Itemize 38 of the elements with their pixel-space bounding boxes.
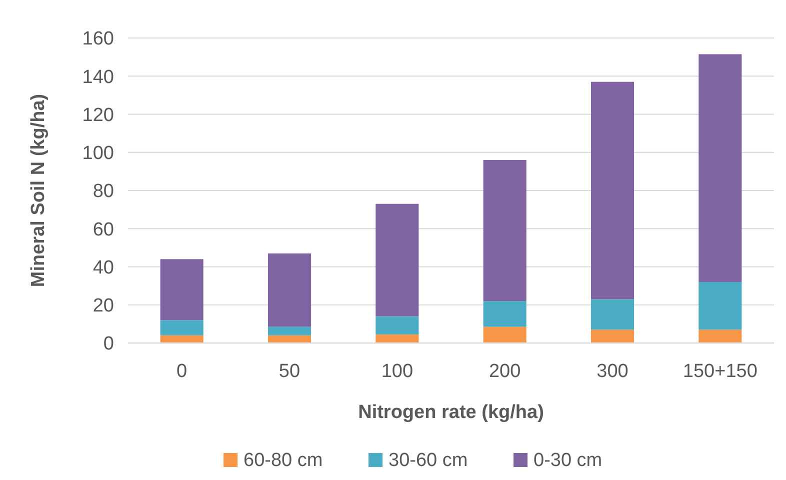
x-tick-label: 0: [176, 361, 188, 382]
y-tick-label: 100: [82, 143, 114, 164]
x-tick-label: 50: [278, 361, 300, 382]
bar: [483, 301, 526, 327]
y-tick-label: 80: [92, 181, 114, 202]
y-tick-label: 60: [92, 219, 114, 240]
y-tick-label: 140: [82, 66, 114, 88]
y-axis-title: Mineral Soil N (kg/ha): [28, 94, 49, 288]
x-tick-label: 150+150: [682, 361, 758, 382]
bar: [590, 82, 634, 300]
y-tick-label: 20: [92, 296, 114, 317]
y-tick-label: 40: [92, 257, 114, 278]
y-tick-label: 120: [82, 104, 114, 126]
bar: [160, 259, 204, 320]
bar: [483, 160, 526, 302]
bar: [160, 320, 204, 336]
bar: [698, 330, 742, 343]
y-tick-label: 160: [82, 28, 114, 50]
x-tick-label: 100: [381, 361, 414, 382]
bar: [590, 299, 634, 330]
bar: [698, 282, 742, 330]
legend-label: 30-60 cm: [388, 450, 468, 471]
x-axis-title: Nitrogen rate (kg/ha): [358, 402, 544, 423]
bar: [376, 334, 419, 343]
y-tick-label: 0: [103, 334, 114, 355]
x-tick-label: 200: [488, 361, 521, 382]
bar: [376, 204, 419, 316]
bar: [483, 326, 526, 343]
x-tick-label: 300: [596, 361, 628, 382]
legend-label: 0-30 cm: [534, 450, 602, 471]
bar: [268, 335, 312, 343]
legend-label: 60-80 cm: [244, 450, 323, 471]
bar: [376, 316, 419, 334]
bar: [268, 253, 312, 327]
bar: [160, 335, 204, 343]
bar: [590, 330, 634, 343]
bar: [698, 54, 742, 282]
bar: [268, 326, 312, 336]
